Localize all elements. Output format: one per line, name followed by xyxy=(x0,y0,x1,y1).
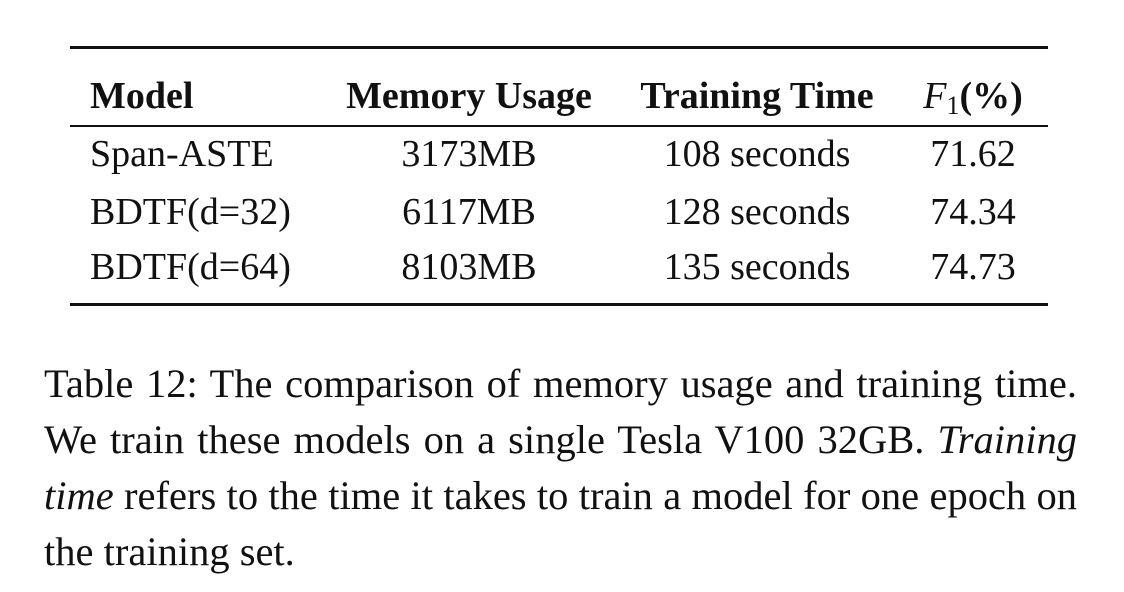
cell-memory: 6117MB xyxy=(402,191,536,233)
cell-time: 128 seconds xyxy=(663,191,851,233)
cell-model: BDTF(d=64) xyxy=(90,246,291,288)
cell-time: 135 seconds xyxy=(663,246,851,288)
table-row: BDTF(d=32) 6117MB 128 seconds 74.34 xyxy=(70,184,1048,241)
cell-f1: 71.62 xyxy=(930,133,1016,175)
cell-time: 108 seconds xyxy=(663,133,851,175)
caption-text-part2: refers to the time it takes to train a m… xyxy=(44,473,1077,574)
header-memory-usage: Memory Usage xyxy=(346,75,592,117)
cell-memory: 8103MB xyxy=(401,246,537,288)
table-row: BDTF(d=64) 8103MB 135 seconds 74.73 xyxy=(70,241,1048,303)
table-header-rule xyxy=(70,125,1048,127)
table-row: Span-ASTE 3173MB 108 seconds 71.62 xyxy=(70,127,1048,184)
cell-model: BDTF(d=32) xyxy=(90,191,291,233)
table-header-row: Model Memory Usage Training Time F1(%) xyxy=(70,49,1048,125)
cell-model: Span-ASTE xyxy=(90,133,274,175)
results-table: Model Memory Usage Training Time F1(%) S… xyxy=(70,46,1048,306)
f1-subscript: 1 xyxy=(946,91,960,120)
table-bottom-rule xyxy=(70,303,1048,306)
caption-text-part1: The comparison of memory usage and train… xyxy=(44,361,1077,462)
table-top-rule xyxy=(70,46,1048,49)
f1-symbol: F xyxy=(923,75,947,117)
cell-f1: 74.34 xyxy=(930,191,1016,233)
caption-label: Table 12: xyxy=(44,361,198,406)
header-training-time: Training Time xyxy=(640,75,874,117)
cell-f1: 74.73 xyxy=(930,246,1016,288)
f1-unit: (%) xyxy=(959,75,1023,117)
header-model: Model xyxy=(90,75,194,117)
table-caption: Table 12: The comparison of memory usage… xyxy=(44,356,1077,580)
cell-memory: 3173MB xyxy=(401,133,537,175)
caption-emphasis: Training time xyxy=(44,417,1077,518)
header-f1: F1(%) xyxy=(913,49,1033,153)
